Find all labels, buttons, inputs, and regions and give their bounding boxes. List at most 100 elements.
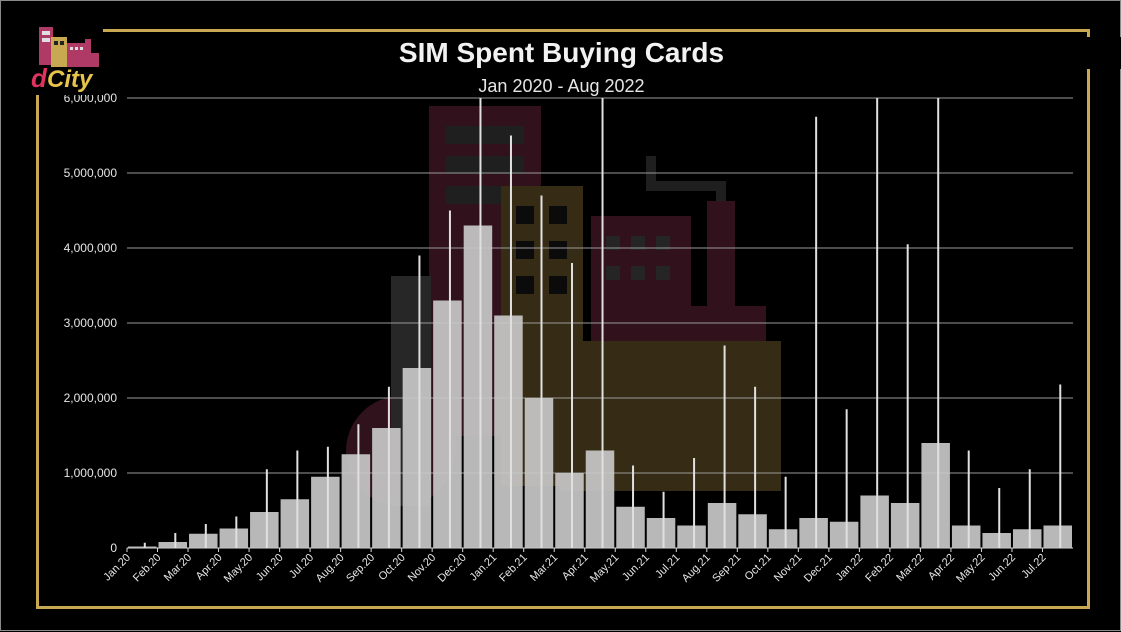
bar [219,528,249,548]
dcity-logo: d City [25,23,103,95]
bar [341,454,371,548]
x-tick-label: Jan.20 [101,552,133,584]
bar [707,503,737,548]
bar-peak [1059,384,1062,548]
bar-peak [448,210,451,548]
bar [494,315,523,548]
x-tick-label: Jan.22 [834,552,866,584]
bar-peak [662,491,665,548]
bar [372,428,401,548]
x-tick-label: Jun.20 [254,552,286,584]
bar [677,525,706,548]
y-axis: 0 1,000,000 2,000,000 3,000,000 4,000,000 5,0… [64,91,118,555]
x-tick-label: Apr.22 [926,552,957,583]
bar-peak [509,135,512,548]
bar [250,512,279,548]
bar-peak [387,386,390,548]
x-tick-label: May.21 [588,552,621,585]
bar-peak [265,469,268,548]
bar [982,533,1011,548]
bar [1043,525,1072,548]
bar-peak [1028,469,1031,548]
x-tick-label: Feb.20 [131,552,164,585]
x-tick-label: Mar.22 [894,552,926,584]
bar [463,225,493,548]
bar-peak [784,476,787,548]
bar-peak [998,488,1001,548]
y-tick-label: 2,000,000 [64,391,118,405]
chart-title: SIM Spent Buying Cards [1,37,1121,69]
x-tick-label: May.22 [954,552,987,585]
bar [768,529,798,548]
bar-peak [876,98,879,548]
svg-text:d: d [31,63,48,93]
bar [585,450,615,548]
bar-peak [815,116,818,548]
x-tick-label: Feb.21 [497,552,530,585]
svg-text:City: City [47,66,94,93]
x-tick-label: Dec.20 [436,552,469,585]
bar-peak [632,465,635,548]
bar [128,546,157,548]
bar-peak [937,98,940,548]
bar [402,368,432,548]
bar-peak [479,98,482,548]
x-tick-label: Oct.20 [376,552,407,583]
x-tick-label: Apr.20 [194,552,225,583]
bar-peak [723,345,726,548]
bar [433,300,462,548]
bar-peak [601,98,604,548]
x-tick-label: Nov.21 [772,552,805,585]
y-tick-label: 1,000,000 [64,466,118,480]
bar [524,398,554,548]
y-tick-label: 4,000,000 [64,241,118,255]
x-tick-label: Oct.21 [743,552,774,583]
bars [128,98,1072,548]
x-tick-label: Aug.20 [314,552,347,585]
bar [280,499,310,548]
x-tick-label: May.20 [222,552,255,585]
bar-peak [540,195,543,548]
bar-peak [143,542,146,548]
bar-peak [754,386,757,548]
bar-peak [174,533,177,548]
x-tick-label: Jan.21 [467,552,499,584]
bar [738,514,767,548]
bar [799,518,828,548]
bar [951,525,981,548]
x-tick-label: Mar.20 [162,552,194,584]
bar [1012,529,1042,548]
bar-peak [967,450,970,548]
bar [829,521,859,548]
bar [311,476,340,548]
bar [555,473,584,548]
bar-peak [326,446,329,548]
gold-frame [36,29,1090,609]
bar-peak [571,263,574,548]
dcity-logo-icon: d City [31,27,99,93]
bar [646,518,676,548]
x-tick-label: Apr.21 [560,552,591,583]
x-tick-label: Mar.21 [528,552,560,584]
x-tick-label: Jul.22 [1019,552,1048,581]
bar [890,503,920,548]
bar-peak [204,524,207,548]
x-tick-label: Feb.22 [863,552,896,585]
bar-peak [845,409,848,548]
bar [189,533,218,548]
y-tick-label: 3,000,000 [64,316,118,330]
bar [860,495,889,548]
x-tick-label: Nov.20 [406,552,439,585]
bar-peak [418,255,421,548]
x-tick-label: Jul.21 [653,552,682,581]
bar [616,506,645,548]
x-tick-label: Sep.21 [710,552,743,585]
x-tick-label: Jun.22 [986,552,1018,584]
y-tick-label: 0 [110,541,117,555]
bar-peak [296,450,299,548]
x-tick-label: Sep.20 [344,552,377,585]
y-tick-label: 5,000,000 [64,166,118,180]
bar-peak [357,424,360,548]
